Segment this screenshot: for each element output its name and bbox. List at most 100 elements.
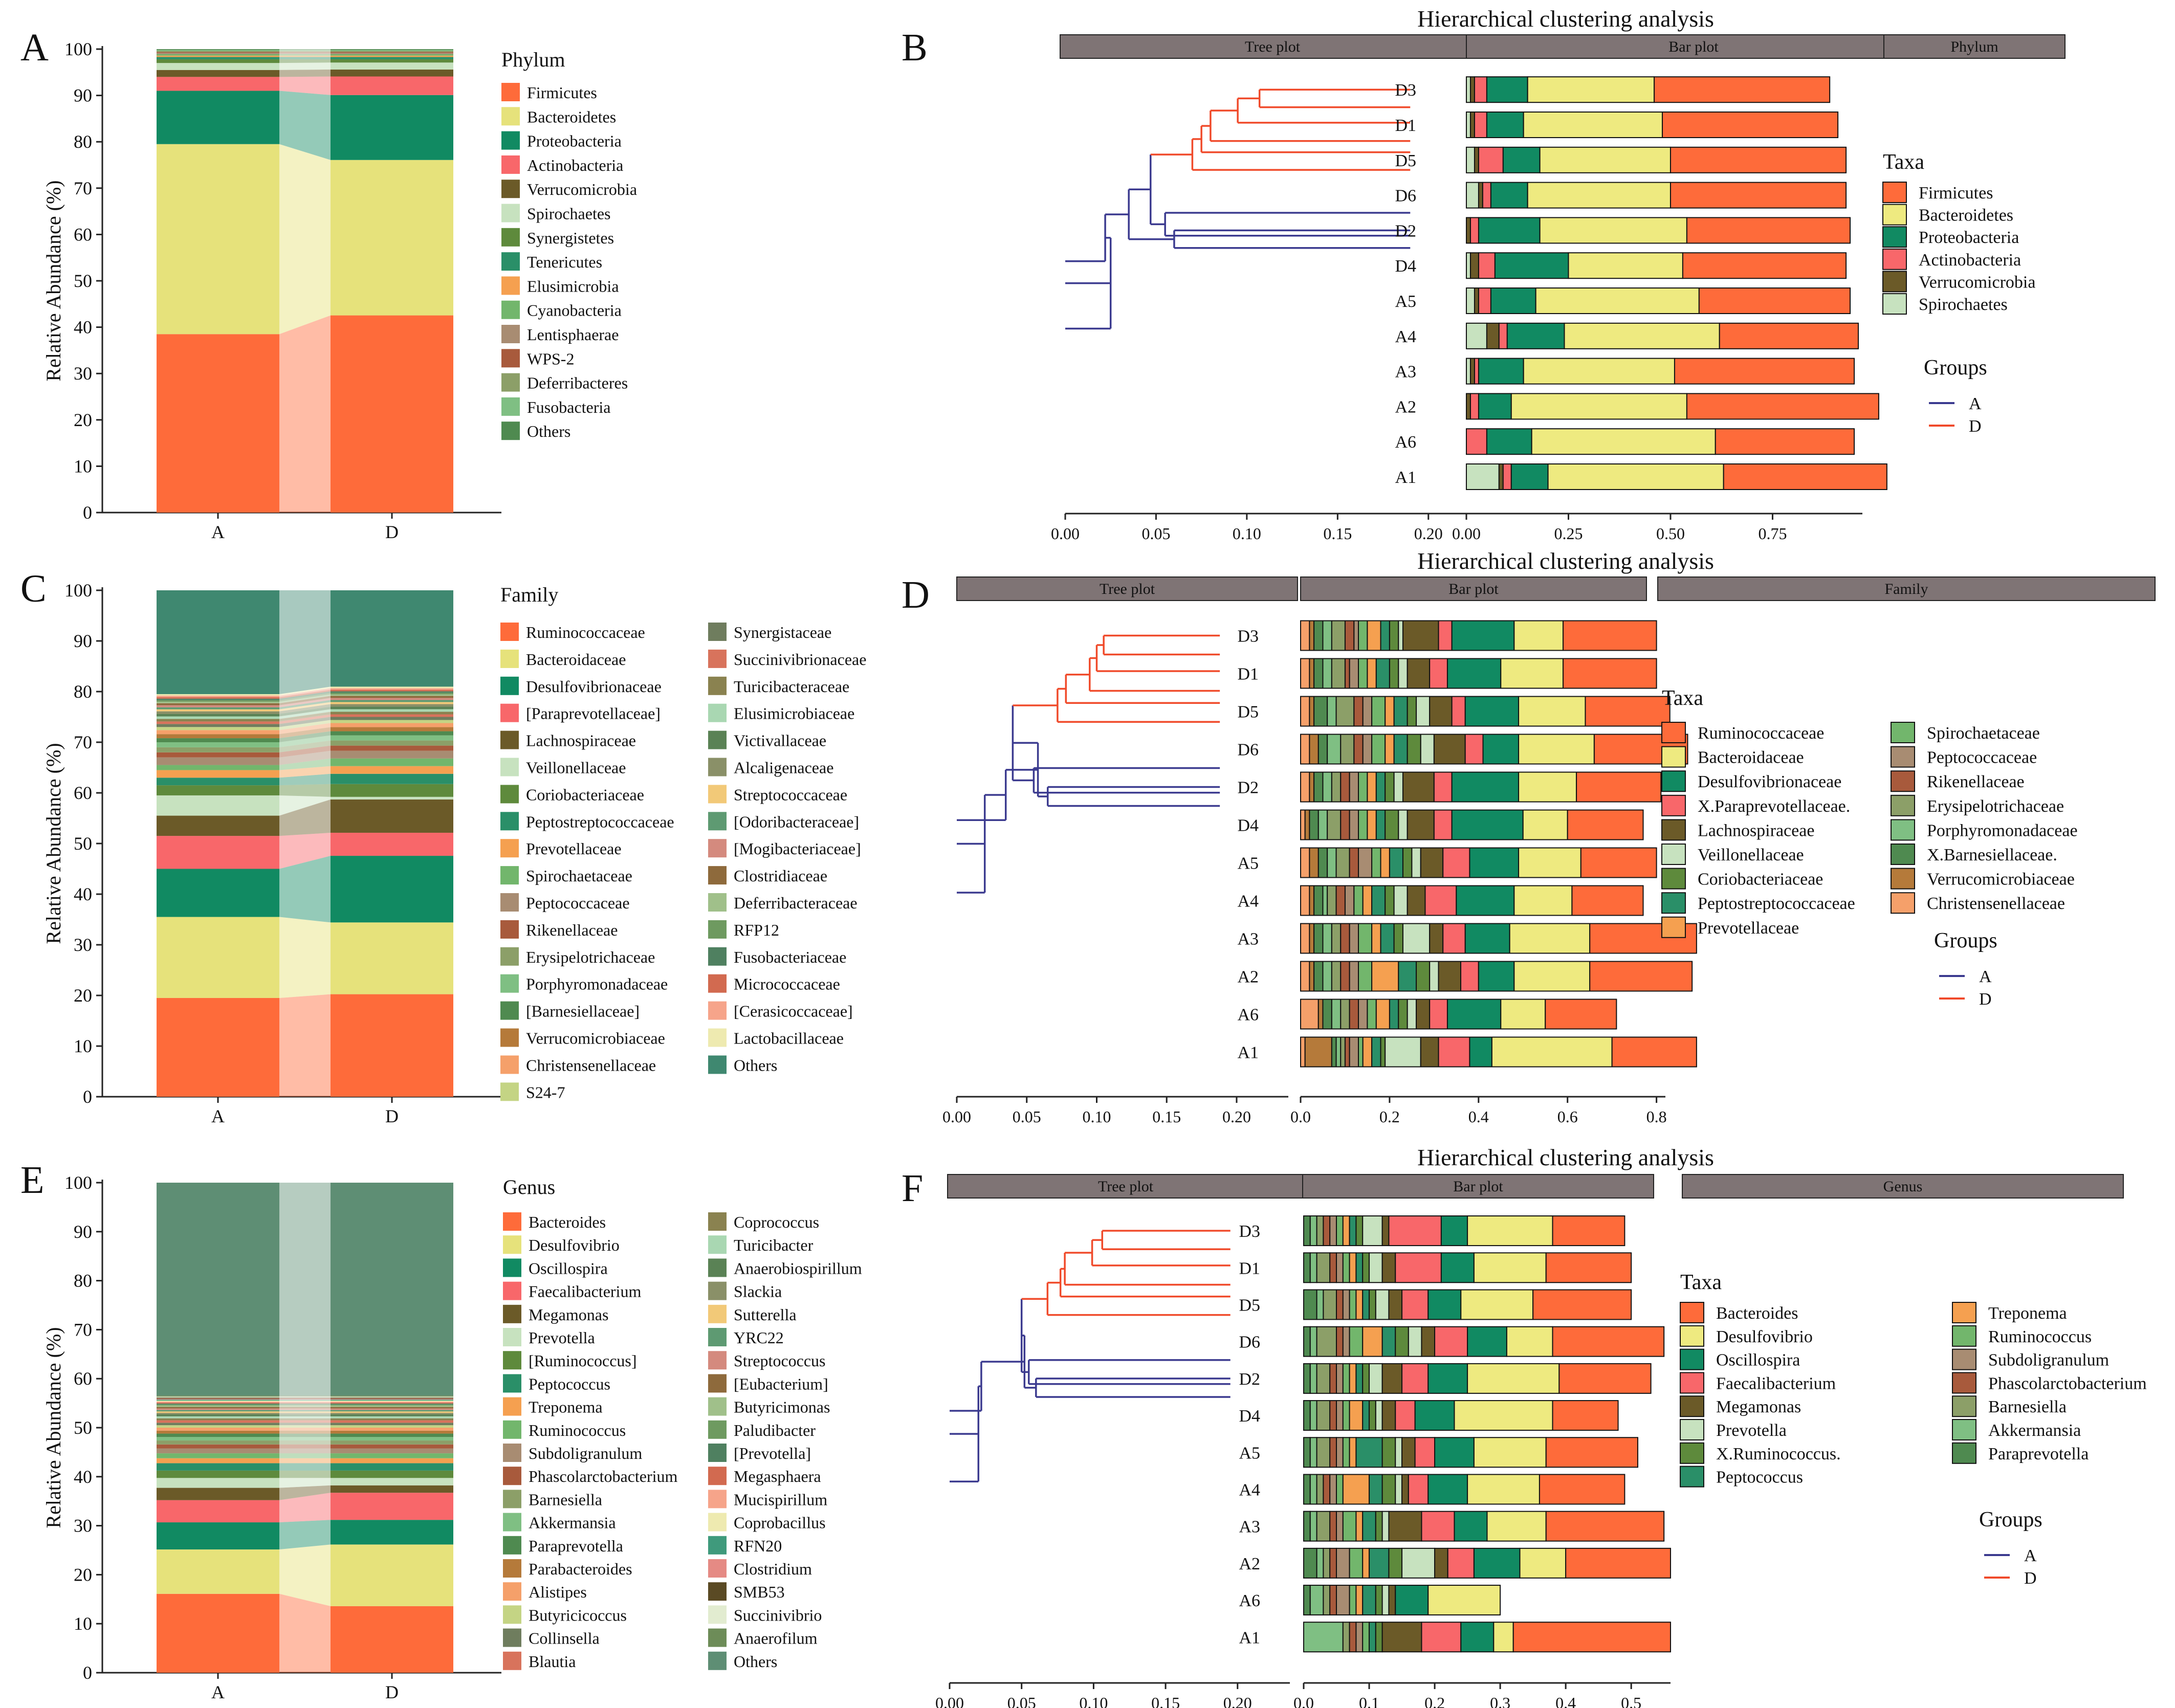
hbar-segment-F-A3-Megamonas <box>1388 1511 1422 1542</box>
hbar-segment-D-A4-Erysipelotrichaceae <box>1327 885 1337 916</box>
hbar-segment-F-D6-Oscillospira <box>1467 1326 1507 1357</box>
legend-label-E-Blautia: Blautia <box>529 1652 576 1671</box>
hbar-segment-D-D3-Rikenellaceae <box>1344 620 1355 651</box>
hbar-segment-D-D3-Veillonellaceae <box>1398 620 1403 651</box>
hbar-segment-F-D5-Faecalibacterium <box>1401 1289 1429 1320</box>
bar-segment-A-D-Firmicutes <box>331 315 453 513</box>
bar-segment-C-D-Peptococcaceae <box>331 750 453 759</box>
flow-band-E-Megasphaera <box>279 1402 331 1404</box>
taxa-swatch-F-Treponema <box>1952 1302 1976 1323</box>
bar-segment-E-D-Paraprevotella <box>331 1433 453 1437</box>
bar-segment-E-A-Butyricicoccus <box>157 1425 279 1428</box>
legend-label-C-Others: Others <box>734 1056 777 1074</box>
hbar-segment-B-D1-Bacteroidetes <box>1523 112 1663 138</box>
hbar-segment-F-A2-Treponema <box>1362 1547 1370 1579</box>
bar-segment-C-D-Elusimicrobiaceae <box>331 709 453 712</box>
legend-swatch-A-Elusimicrobia <box>501 276 520 295</box>
hbar-segment-F-A2-Phascolarctobacterium <box>1329 1547 1337 1579</box>
bar-segment-C-A-Synergistaceae <box>157 724 279 727</box>
taxa-swatch-D-Lachnospiraceae <box>1661 819 1686 841</box>
flow-band-C-Micrococcaceae <box>279 690 331 699</box>
taxa-label-D-Peptococcaceae: Peptococcaceae <box>1927 748 2037 767</box>
flow-band-C-Clostridiaceae <box>279 696 331 705</box>
panel-letter-E: E <box>20 1159 44 1202</box>
hbar-segment-D-A1-Lachnospiraceae <box>1420 1036 1439 1068</box>
legend-swatch-C-S24-7 <box>500 1082 519 1101</box>
hbar-segment-F-A3-Peptococcus <box>1362 1511 1376 1542</box>
panel-letter-C: C <box>20 567 47 610</box>
hbar-segment-F-A6-Ruminococcus <box>1349 1585 1357 1616</box>
bar-segment-E-A-Others <box>157 1183 279 1396</box>
bar-tick-label-F-4: 0.4 <box>1555 1694 1576 1708</box>
bar-segment-C-A-Fusobacteriaceae <box>157 698 279 700</box>
flow-band-E-Parabacteroides <box>279 1430 331 1434</box>
hbar-segment-F-D4-Peptococcus <box>1362 1400 1370 1431</box>
legend-label-C-Peptococcaceae: Peptococcaceae <box>526 894 630 912</box>
hbar-segment-D-A3-Peptococcaceae <box>1349 923 1359 954</box>
hbar-segment-D-A5-Verrucomicrobiaceae <box>1309 847 1319 878</box>
legend-swatch-C-Christensenellaceae <box>500 1055 519 1074</box>
legend-label-A-Elusimicrobia: Elusimicrobia <box>527 277 619 295</box>
bar-segment-C-A-Porphyromonadaceae <box>157 742 279 747</box>
bar-segment-C-A-Veillonellaceae <box>157 795 279 816</box>
flow-band-E-Phascolarctobacterium <box>279 1444 331 1449</box>
hbar-segment-D-D6-Prevotellaceae <box>1385 734 1395 765</box>
hbar-segment-F-D1-X.Ruminococcus. <box>1362 1252 1370 1283</box>
hbar-segment-F-D4-Oscillospira <box>1414 1400 1455 1431</box>
hbar-segment-D-D6-Desulfovibrionaceae <box>1482 734 1520 765</box>
bar-segment-A-A-Cyanobacteria <box>157 54 279 56</box>
legend-swatch-C-[Odoribacteraceae] <box>708 812 727 831</box>
hbar-segment-D-A6-Rikenellaceae <box>1349 999 1359 1030</box>
hbar-segment-F-A3-Subdoligranulum <box>1336 1511 1344 1542</box>
bar-segment-E-A-Blautia <box>157 1420 279 1423</box>
hbar-segment-F-A2-Bacteroides <box>1565 1547 1671 1579</box>
y-tick-label-E-60: 60 <box>74 1368 92 1389</box>
hbar-segment-D-A1-Peptostreptococcaceae <box>1371 1036 1381 1068</box>
hbar-segment-F-D6-Peptococcus <box>1381 1326 1396 1357</box>
taxa-swatch-D-X.Paraprevotellaceae. <box>1661 794 1686 816</box>
taxa-label-D-Ruminococcaceae: Ruminococcaceae <box>1698 724 1824 743</box>
legend-label-E-[Prevotella]: [Prevotella] <box>734 1444 811 1462</box>
legend-label-E-Faecalibacterium: Faecalibacterium <box>529 1282 641 1301</box>
legend-label-E-Peptococcus: Peptococcus <box>529 1374 610 1393</box>
group-label-B-A: A <box>1969 394 1982 413</box>
legend-label-E-Ruminococcus: Ruminococcus <box>529 1421 626 1439</box>
legend-label-E-Anaerobiospirillum: Anaerobiospirillum <box>734 1259 862 1277</box>
y-tick-label-E-10: 10 <box>74 1613 92 1634</box>
hca-title-F: Hierarchical clustering analysis <box>1417 1144 1714 1170</box>
hbar-segment-F-D3-Megamonas <box>1381 1215 1390 1247</box>
tree-tick-label-D-4: 0.20 <box>1222 1107 1251 1126</box>
hbar-segment-F-A3-Ruminococcus <box>1342 1511 1357 1542</box>
legend-label-C-Prevotellaceae: Prevotellaceae <box>526 839 622 858</box>
hbar-segment-D-A1-Coriobacteriaceae <box>1380 1036 1386 1068</box>
legend-swatch-E-YRC22 <box>708 1328 727 1346</box>
hbar-segment-B-A2-Firmicutes <box>1686 393 1879 420</box>
hbar-segment-B-A3-Verrucomicrobia <box>1469 358 1475 385</box>
y-tick-label-C-40: 40 <box>74 884 92 904</box>
hbar-segment-F-D2-Peptococcus <box>1355 1363 1364 1394</box>
legend-label-C-Elusimicrobiaceae: Elusimicrobiaceae <box>734 704 854 723</box>
legend-label-C-Succinivibrionaceae: Succinivibrionaceae <box>734 650 866 669</box>
legend-label-E-Subdoligranulum: Subdoligranulum <box>529 1444 642 1462</box>
taxa-label-F-Faecalibacterium: Faecalibacterium <box>1716 1374 1836 1393</box>
flow-band-A-Spirochaetes <box>279 62 331 70</box>
hbar-segment-F-D5-Prevotella <box>1375 1289 1390 1320</box>
hbar-segment-F-D5-Peptococcus <box>1362 1289 1370 1320</box>
legend-swatch-E-Slackia <box>708 1281 727 1300</box>
hbar-segment-F-A2-Peptococcus <box>1369 1547 1390 1579</box>
bar-segment-E-D-Coprococcus <box>331 1418 453 1421</box>
hbar-segment-D-A1-Spirochaetaceae <box>1358 1036 1364 1068</box>
hbar-segment-D-A4-Prevotellaceae <box>1362 885 1373 916</box>
hbar-segment-F-D5-Subdoligranulum <box>1342 1289 1350 1320</box>
bar-segment-E-D-Peptococcus <box>331 1463 453 1471</box>
hbar-segment-B-D6-Proteobacteria <box>1490 182 1528 209</box>
sample-label-D-A1: A1 <box>1237 1044 1259 1062</box>
y-tick-label-A-90: 90 <box>74 85 92 106</box>
tree-strip-F <box>947 1174 1304 1199</box>
groups-title-B: Groups <box>1924 356 1987 380</box>
bar-segment-E-D-Succinivibrio <box>331 1396 453 1398</box>
hbar-segment-D-D5-Lachnospiraceae <box>1429 696 1453 727</box>
hbar-segment-D-A2-Verrucomicrobiaceae <box>1309 961 1315 992</box>
hbar-segment-F-A5-Peptococcus <box>1355 1437 1383 1468</box>
bar-segment-A-D-Tenericutes <box>331 57 453 59</box>
